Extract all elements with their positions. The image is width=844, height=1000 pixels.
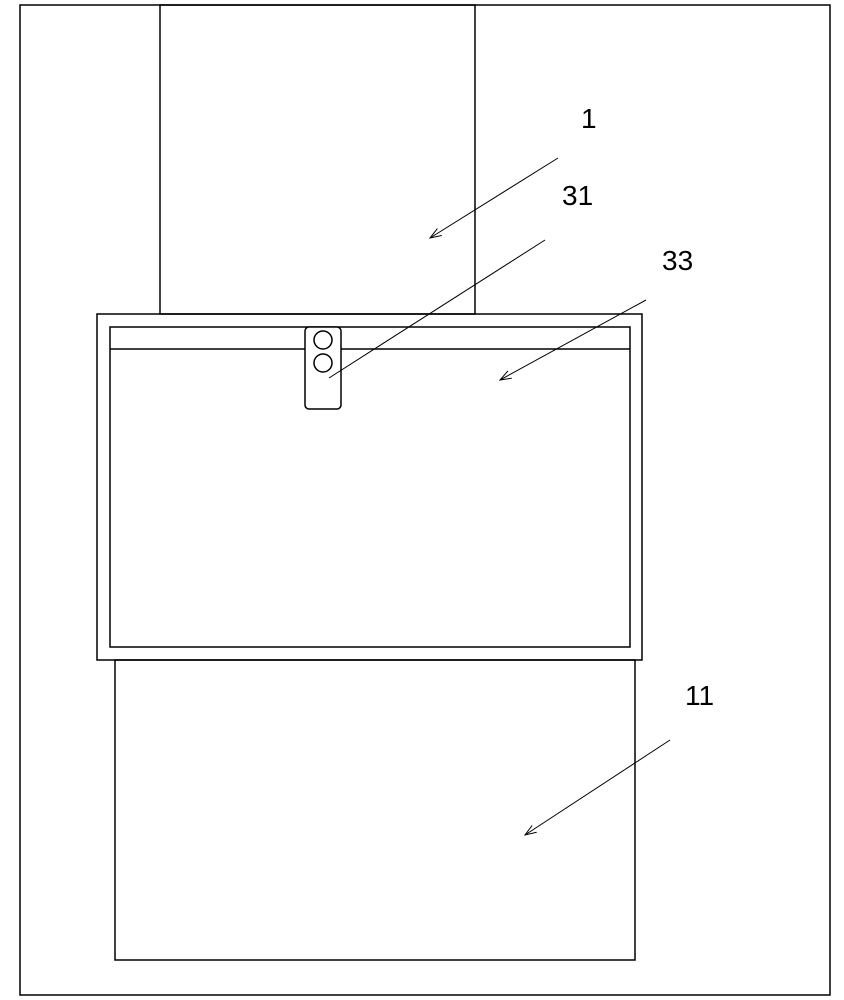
diagram-svg: 1 31 33 11 [0, 0, 844, 1000]
svg-text:31: 31 [562, 180, 593, 211]
svg-text:1: 1 [581, 103, 597, 134]
svg-text:11: 11 [685, 680, 714, 711]
svg-text:33: 33 [662, 245, 693, 276]
